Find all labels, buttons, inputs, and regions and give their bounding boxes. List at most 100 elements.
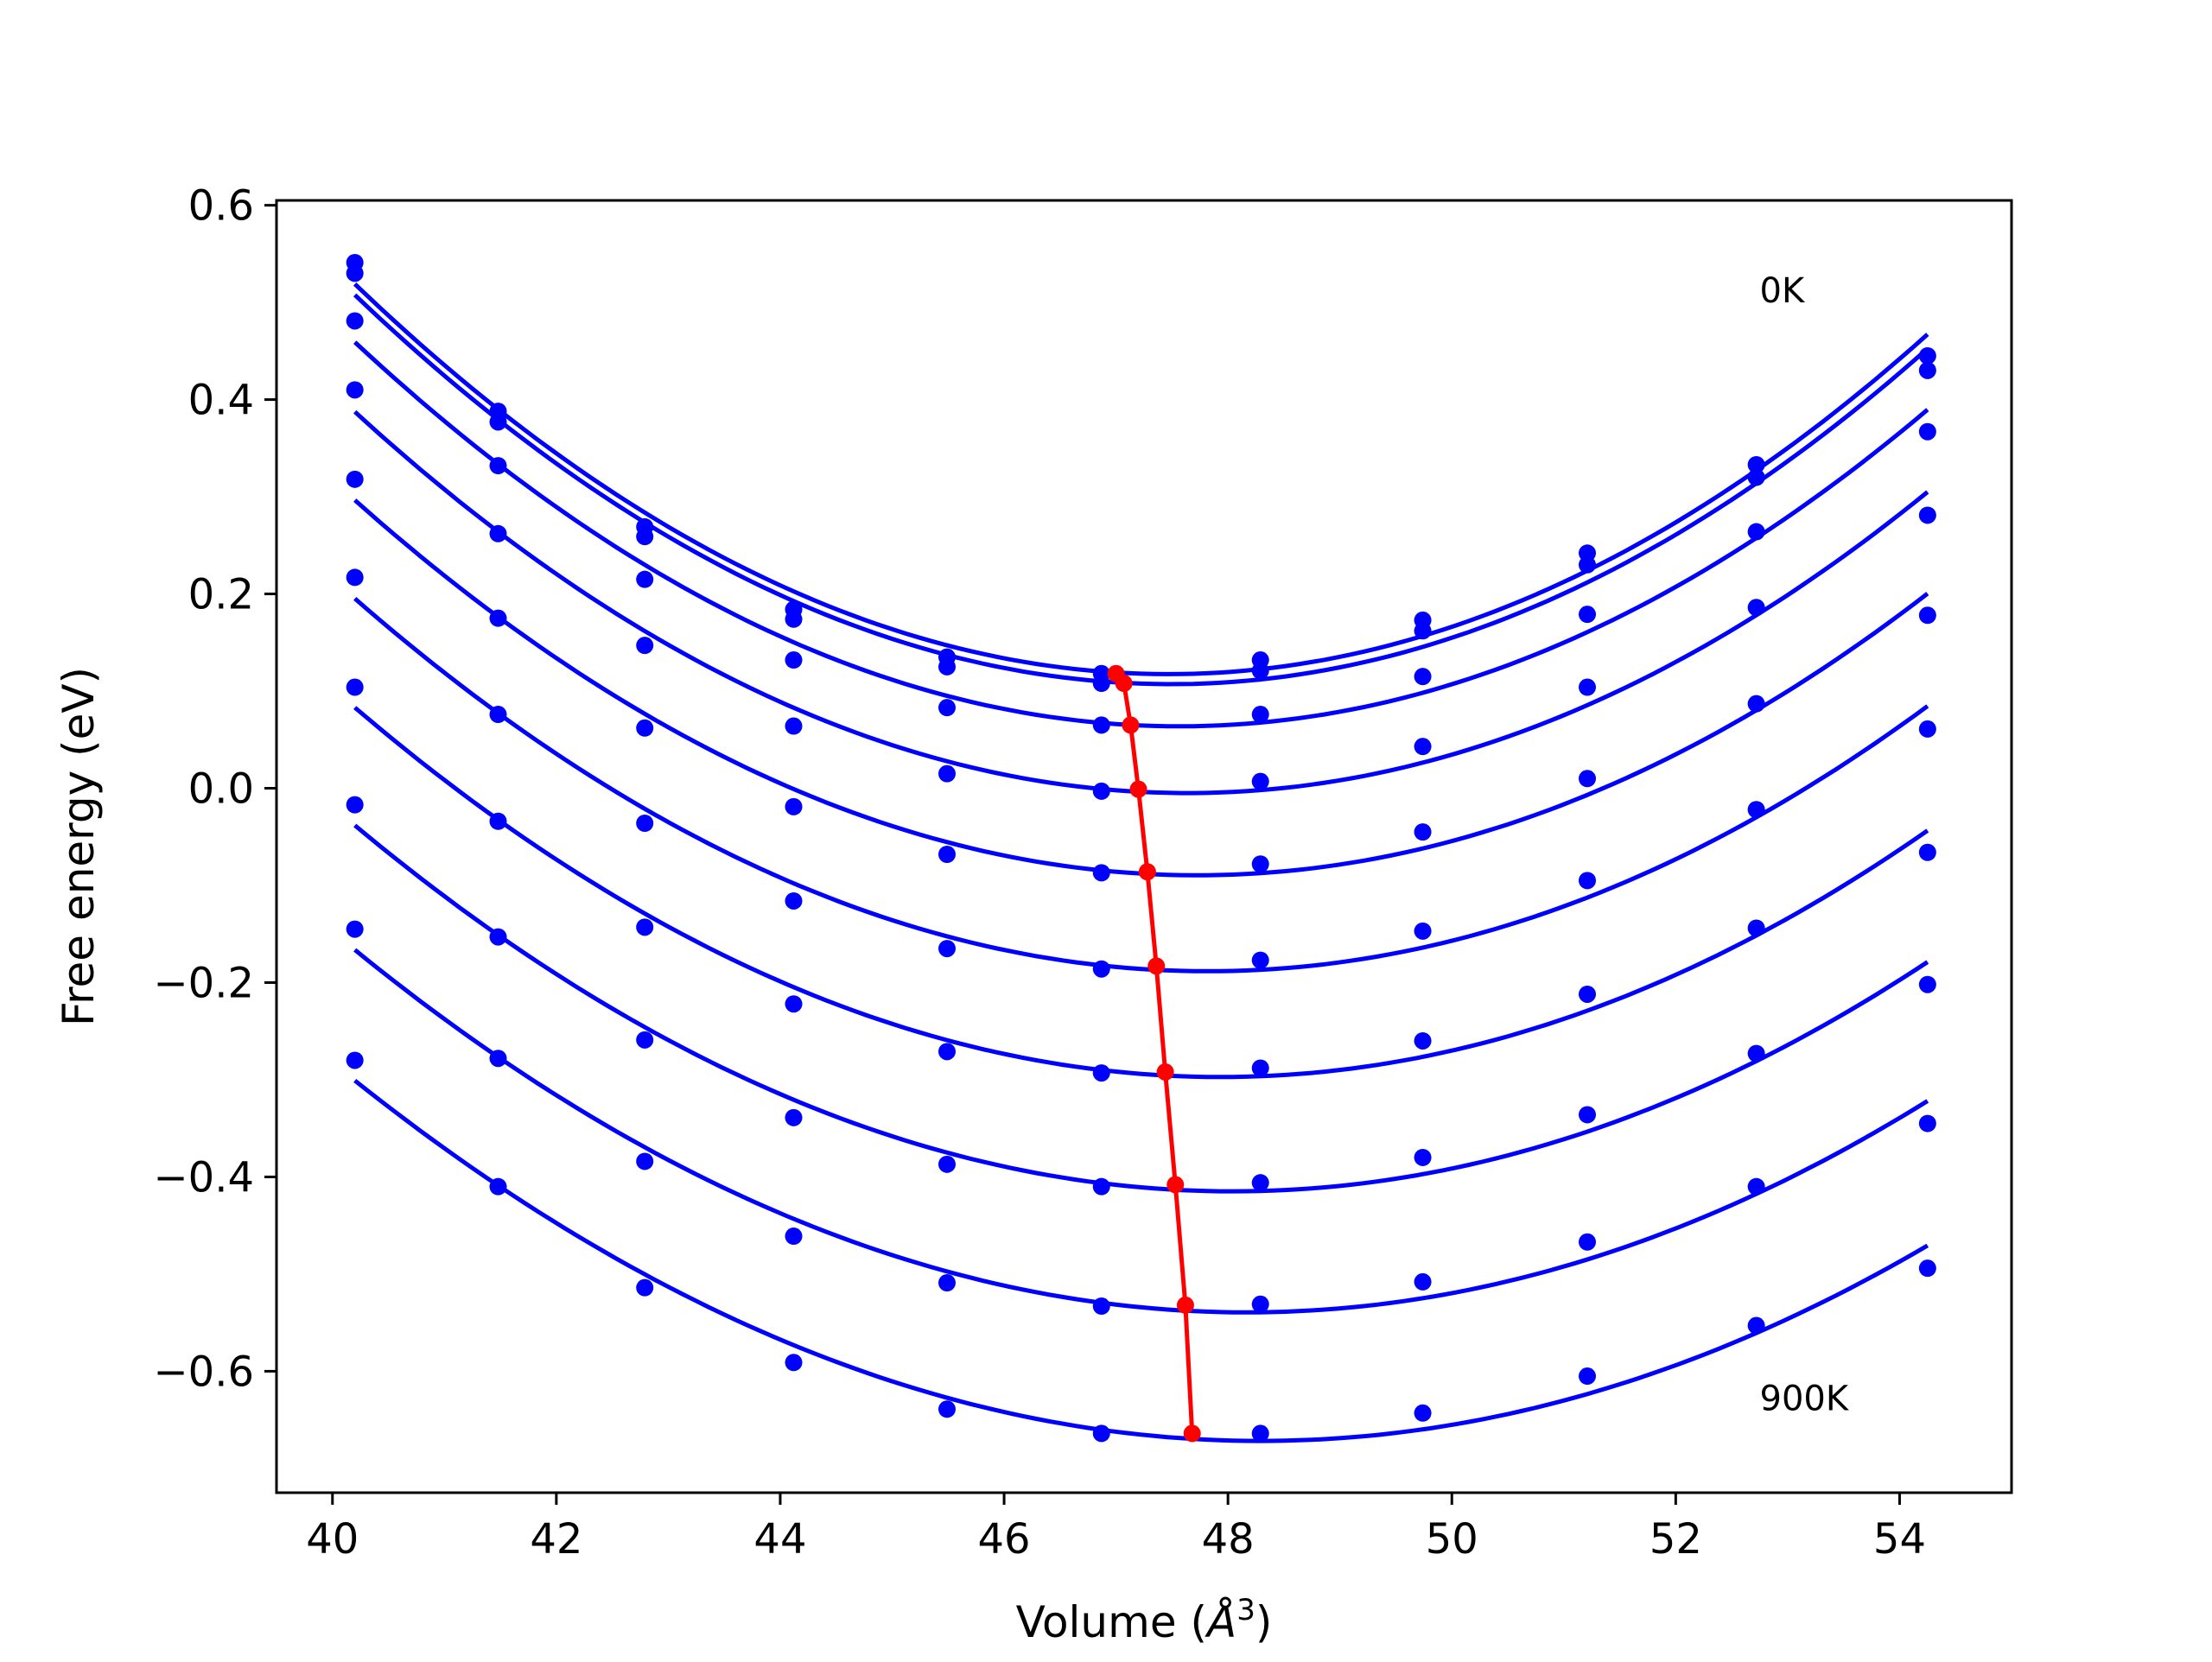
data-point	[1747, 801, 1765, 819]
y-axis-ticks: 0.6 0.4 0.2 0.0 −0.2 −0.4 −0.6	[153, 182, 276, 1396]
data-point	[1579, 606, 1597, 624]
data-point	[1918, 606, 1936, 625]
minima-line	[1114, 672, 1195, 1434]
x-tick-label: 50	[1426, 1515, 1478, 1564]
data-point	[1918, 1114, 1936, 1132]
x-axis-ticks: 40 42 44 46 48 50 52 54	[306, 1493, 1926, 1564]
data-point	[346, 470, 364, 488]
data-point	[1251, 662, 1269, 680]
data-point	[1414, 1404, 1432, 1422]
minimum-point	[1147, 957, 1166, 975]
minimum-point	[1129, 780, 1147, 798]
y-tick-label: 0.4	[188, 377, 254, 425]
data-point	[1747, 1044, 1765, 1063]
data-point	[346, 1051, 364, 1069]
minima-layer	[1107, 664, 1201, 1443]
minimum-point	[1115, 675, 1133, 693]
data-point	[1747, 1177, 1765, 1196]
y-tick-label: 0.0	[188, 765, 254, 814]
data-point	[489, 928, 507, 946]
y-tick-label: −0.6	[153, 1348, 254, 1396]
data-point	[1414, 823, 1432, 841]
data-point	[785, 651, 803, 669]
data-point	[1092, 716, 1110, 734]
data-point	[785, 717, 803, 735]
x-tick-label: 54	[1873, 1515, 1926, 1564]
x-tick-label: 52	[1649, 1515, 1702, 1564]
x-tick-label: 42	[530, 1515, 582, 1564]
data-point	[1092, 864, 1110, 882]
y-tick-label: −0.2	[153, 959, 254, 1007]
data-point	[1414, 1148, 1432, 1166]
x-tick-label: 40	[306, 1515, 359, 1564]
data-point	[1747, 455, 1765, 473]
series-line-8	[353, 948, 1929, 1315]
data-point	[489, 457, 507, 475]
data-point	[1747, 919, 1765, 937]
series-line-5	[353, 597, 1929, 974]
data-point	[1251, 1174, 1269, 1192]
data-point	[636, 528, 654, 546]
points-layer	[346, 253, 1936, 1443]
data-point	[1092, 960, 1110, 978]
data-point	[346, 796, 364, 814]
data-point	[1747, 599, 1765, 617]
x-axis-label: Volume (Å3)	[1016, 1593, 1273, 1647]
x-tick-label: 48	[1202, 1515, 1255, 1564]
data-point	[1579, 1367, 1597, 1386]
data-point	[785, 995, 803, 1013]
data-point	[1918, 346, 1936, 365]
minimum-point	[1176, 1296, 1194, 1314]
data-point	[938, 1274, 956, 1292]
data-point	[1747, 523, 1765, 541]
data-point	[1092, 1064, 1110, 1082]
data-point	[1251, 772, 1269, 790]
data-point	[938, 699, 956, 717]
data-point	[1579, 872, 1597, 890]
data-point	[1918, 1259, 1936, 1278]
y-tick-label: 0.6	[188, 182, 254, 231]
data-point	[1414, 668, 1432, 686]
minimum-point	[1138, 863, 1156, 881]
data-point	[1579, 1106, 1597, 1124]
data-point	[636, 1278, 654, 1297]
data-point	[1251, 855, 1269, 873]
data-point	[1747, 468, 1765, 486]
data-point	[938, 657, 956, 676]
data-point	[636, 719, 654, 737]
data-point	[785, 891, 803, 910]
series-line-9	[353, 1078, 1929, 1443]
data-point	[785, 610, 803, 628]
x-tick-label: 46	[978, 1515, 1031, 1564]
data-point	[489, 609, 507, 627]
data-point	[1251, 1295, 1269, 1313]
data-point	[636, 918, 654, 936]
data-point	[1414, 1272, 1432, 1291]
x-tick-label: 44	[753, 1515, 806, 1564]
series-line-3	[353, 409, 1929, 796]
data-point	[489, 1177, 507, 1196]
data-point	[938, 940, 956, 958]
data-point	[636, 637, 654, 655]
data-point	[346, 312, 364, 330]
data-point	[489, 1050, 507, 1068]
data-point	[938, 764, 956, 783]
data-point	[1918, 422, 1936, 441]
series-line-7	[353, 823, 1929, 1194]
data-point	[938, 1155, 956, 1173]
data-point	[1579, 770, 1597, 788]
series-line-6	[353, 706, 1929, 1080]
data-point	[346, 568, 364, 587]
plot-frame	[275, 199, 2013, 1494]
series-line-2	[353, 340, 1929, 729]
data-point	[1092, 675, 1110, 693]
data-point	[1579, 985, 1597, 1003]
data-point	[1579, 555, 1597, 574]
data-point	[938, 845, 956, 863]
data-point	[1918, 506, 1936, 524]
data-point	[1251, 706, 1269, 724]
data-point	[1918, 975, 1936, 993]
data-point	[1918, 843, 1936, 861]
